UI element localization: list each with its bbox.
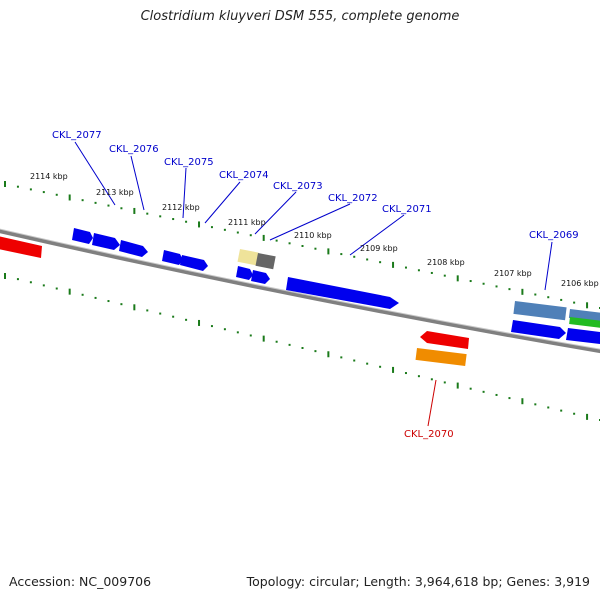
lower-scale-ruler [4,273,600,421]
gene-CKL_2069-lower[interactable] [511,320,566,339]
gene-label[interactable]: CKL_2077 [52,130,102,141]
reverse-genes [0,236,469,367]
gene-label[interactable]: CKL_2069 [529,230,579,241]
gene-CKL_2073b[interactable] [251,270,270,284]
accession-text: Accession: NC_009706 [9,574,152,589]
scale-label: 2110 kbp [294,231,332,240]
gene-CKL_2076[interactable] [92,233,120,250]
gene-label[interactable]: CKL_2076 [109,144,159,155]
genome-backbone [0,229,600,354]
scale-label: 2114 kbp [30,172,68,181]
gene-right-green-strip[interactable] [569,317,600,328]
gene-left-edge-red[interactable] [0,236,42,258]
scale-label: 2106 kbp [561,279,599,288]
scale-label: 2113 kbp [96,188,134,197]
gene-CKL_2073[interactable] [236,266,253,280]
scale-label: 2107 kbp [494,269,532,278]
scale-label: 2111 kbp [228,218,266,227]
scale-labels: 2114 kbp 2113 kbp 2112 kbp 2111 kbp 2110… [30,172,599,288]
upper-scale-ruler [4,181,600,309]
gene-right-edge[interactable] [566,328,600,344]
gene-CKL_2071[interactable] [286,277,399,309]
gene-CKL_2075[interactable] [162,250,183,265]
gene-CKL_2076b[interactable] [119,240,148,257]
gene-CKL_2077[interactable] [72,228,93,244]
label-leaders [74,141,553,427]
gene-CKL_2070-red[interactable] [420,331,469,349]
gene-CKL_2069[interactable] [513,301,567,321]
forward-genes [72,228,600,344]
gene-label[interactable]: CKL_2070 [404,429,454,440]
gene-label[interactable]: CKL_2071 [382,204,432,215]
gene-label[interactable]: CKL_2075 [164,157,214,168]
gene-label[interactable]: CKL_2072 [328,193,378,204]
gene-label[interactable]: CKL_2073 [273,181,323,192]
scale-label: 2109 kbp [360,244,398,253]
genome-summary-text: Topology: circular; Length: 3,964,618 bp… [246,574,590,589]
gene-label[interactable]: CKL_2074 [219,170,269,181]
scale-label: 2112 kbp [162,203,200,212]
gene-labels: CKL_2077 CKL_2076 CKL_2075 CKL_2074 CKL_… [52,130,579,440]
gene-CKL_2072-gray[interactable] [255,252,276,270]
scale-label: 2108 kbp [427,258,465,267]
gene-CKL_2074[interactable] [180,255,208,271]
gene-CKL_2070-orange[interactable] [415,348,467,367]
gene-CKL_2072-yellow[interactable] [237,249,259,266]
map-title: Clostridium kluyveri DSM 555, complete g… [140,9,460,24]
